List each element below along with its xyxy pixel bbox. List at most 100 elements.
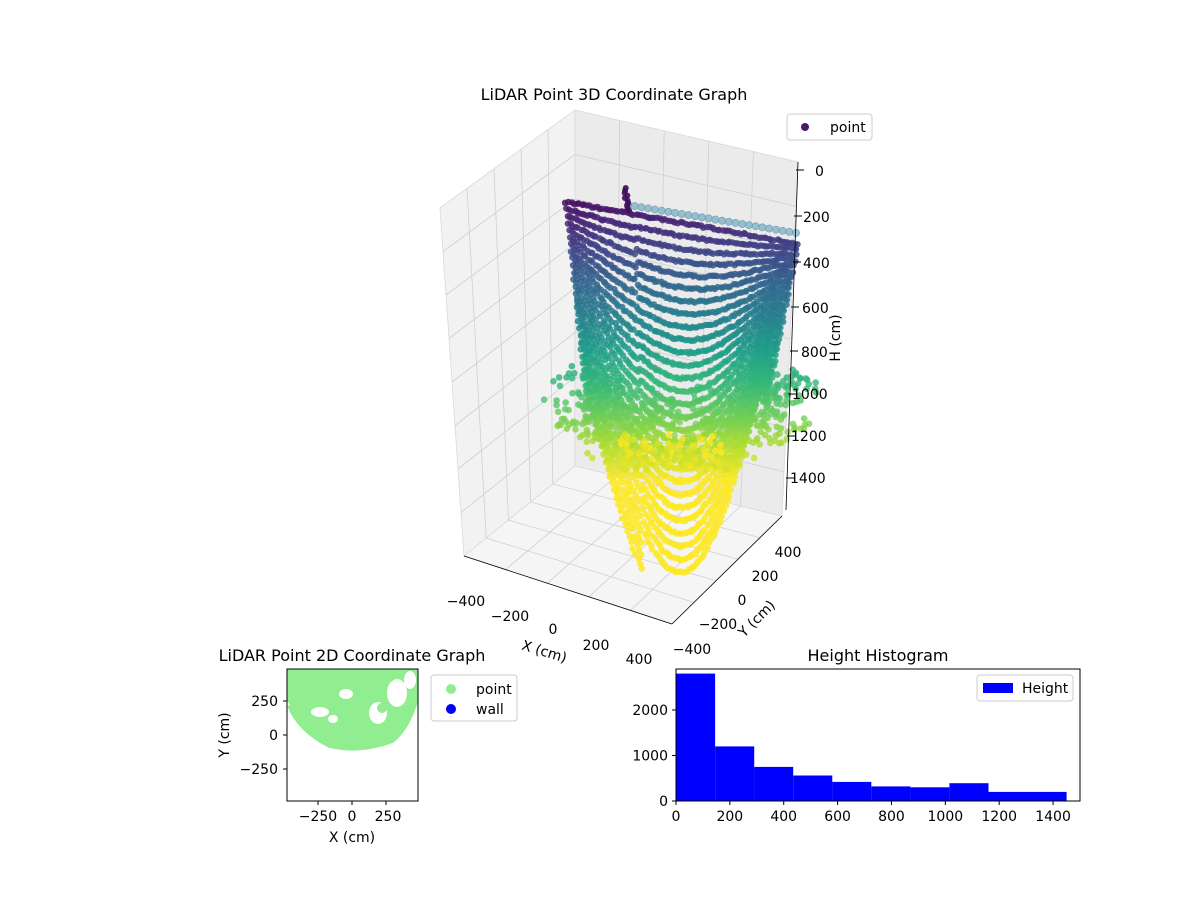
legend-histogram-label: Height bbox=[1022, 681, 1069, 697]
point bbox=[747, 375, 755, 382]
point bbox=[628, 506, 635, 514]
point bbox=[738, 220, 747, 228]
point bbox=[729, 419, 737, 427]
point-region-edge bbox=[287, 689, 418, 751]
point bbox=[684, 211, 693, 219]
point bbox=[812, 379, 819, 386]
point bbox=[640, 419, 647, 427]
point bbox=[598, 333, 605, 341]
histogram-bar bbox=[754, 766, 794, 801]
point bbox=[698, 213, 706, 222]
point bbox=[654, 408, 661, 415]
x-axis-label-2d: X (cm) bbox=[329, 830, 375, 846]
point bbox=[633, 415, 640, 423]
point bbox=[771, 388, 778, 396]
legend-3d: point bbox=[786, 113, 873, 141]
point bbox=[778, 226, 787, 235]
point bbox=[771, 225, 780, 234]
point bbox=[627, 459, 634, 467]
histogram-x-tick: 1200 bbox=[981, 809, 1017, 825]
point bbox=[641, 460, 648, 467]
y-tick: 0 bbox=[738, 593, 747, 609]
legend-3d-marker bbox=[801, 123, 809, 131]
point bbox=[716, 422, 723, 430]
point bbox=[790, 262, 797, 269]
point bbox=[698, 406, 706, 413]
svg-text:1000: 1000 bbox=[792, 387, 828, 403]
point bbox=[718, 449, 725, 456]
point bbox=[718, 216, 726, 225]
point bbox=[583, 438, 590, 446]
x-tick-2d: 250 bbox=[375, 809, 402, 825]
point bbox=[592, 316, 599, 323]
point bbox=[785, 291, 792, 298]
point bbox=[620, 415, 627, 423]
point bbox=[720, 507, 728, 515]
point bbox=[618, 401, 625, 408]
point bbox=[580, 318, 587, 325]
scatter-2d-area bbox=[287, 669, 418, 751]
point bbox=[648, 546, 656, 553]
point bbox=[675, 447, 683, 454]
point bbox=[561, 405, 569, 413]
point bbox=[691, 212, 700, 221]
point bbox=[643, 466, 650, 474]
point bbox=[629, 545, 636, 552]
legend-2d-marker-point bbox=[446, 684, 456, 694]
point bbox=[556, 382, 564, 390]
point bbox=[681, 460, 689, 468]
z-tick: 400 bbox=[793, 256, 830, 272]
point bbox=[669, 420, 677, 428]
gap-region bbox=[311, 707, 329, 717]
point bbox=[695, 433, 703, 440]
point bbox=[656, 416, 663, 423]
point bbox=[726, 425, 734, 432]
point bbox=[650, 205, 659, 214]
point bbox=[784, 385, 791, 393]
point bbox=[596, 339, 603, 346]
point bbox=[573, 419, 580, 427]
point bbox=[727, 486, 735, 494]
point bbox=[641, 400, 649, 407]
histogram-x-tick: 800 bbox=[878, 809, 905, 825]
x-tick: 400 bbox=[626, 652, 653, 668]
histogram-bar bbox=[988, 791, 1028, 801]
z-axis-label: H (cm) bbox=[828, 314, 844, 361]
point bbox=[626, 207, 633, 214]
point bbox=[621, 409, 629, 416]
point bbox=[767, 405, 775, 412]
point bbox=[731, 380, 739, 387]
point bbox=[779, 313, 787, 321]
point bbox=[786, 279, 793, 287]
point bbox=[760, 388, 767, 395]
point bbox=[626, 478, 633, 485]
histogram-title: Height Histogram bbox=[808, 646, 949, 665]
point bbox=[588, 454, 596, 462]
point bbox=[630, 407, 638, 414]
point bbox=[805, 380, 813, 388]
histogram-frame bbox=[675, 668, 1081, 802]
point bbox=[631, 551, 638, 558]
point bbox=[714, 458, 722, 466]
point bbox=[578, 393, 585, 401]
point bbox=[800, 415, 808, 422]
z-tick: 800 bbox=[790, 345, 828, 361]
point bbox=[621, 466, 629, 473]
svg-text:600: 600 bbox=[802, 301, 829, 317]
y-tick: −200 bbox=[699, 617, 737, 633]
point bbox=[636, 455, 644, 463]
point bbox=[727, 439, 734, 446]
point bbox=[605, 354, 613, 362]
point bbox=[626, 450, 634, 457]
point bbox=[708, 433, 716, 441]
point bbox=[635, 450, 642, 457]
point bbox=[677, 438, 685, 446]
point bbox=[724, 430, 731, 437]
point bbox=[622, 502, 630, 510]
point bbox=[624, 433, 631, 440]
point bbox=[711, 447, 719, 455]
point bbox=[801, 421, 809, 428]
point bbox=[663, 451, 671, 458]
point bbox=[789, 399, 797, 407]
point bbox=[598, 392, 605, 399]
